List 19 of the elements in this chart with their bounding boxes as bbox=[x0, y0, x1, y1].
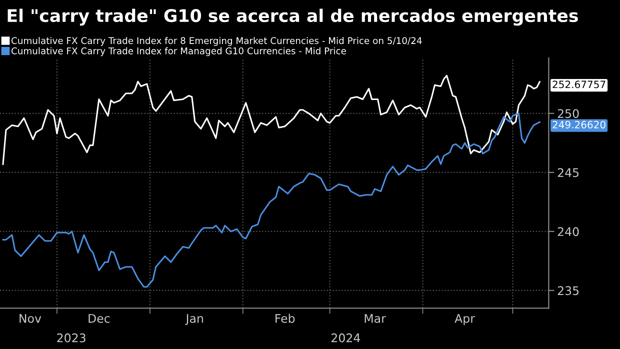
x-tick-label: Nov bbox=[20, 314, 42, 323]
data-label: 249.26620 bbox=[552, 120, 606, 128]
data-label: 252.67757 bbox=[552, 80, 606, 88]
text: 2023 bbox=[57, 333, 86, 342]
x-tick-label: Feb bbox=[276, 314, 295, 323]
x-tick-label: Apr bbox=[454, 314, 475, 326]
text: 2024 bbox=[332, 333, 360, 342]
x-tick-label: Mar bbox=[364, 314, 386, 323]
x-tick-label: Dec bbox=[88, 314, 110, 323]
line-series bbox=[2, 74, 540, 165]
y-tick-label: 240 bbox=[558, 227, 579, 236]
legend-label: Cumulative FX Carry Trade Index for 8 Emerging Market Currencies - Mid Price on 5/10/24 bbox=[12, 36, 422, 46]
y-tick-label: 245 bbox=[558, 168, 579, 178]
legend-label: Cumulative FX Carry Trade Index for Managed G10 Currencies - Mid Price bbox=[12, 47, 346, 56]
chart-title: El "carry trade" G10 se acerca al de mercados emergentes bbox=[8, 8, 578, 26]
line-series bbox=[2, 112, 540, 288]
y-tick-label: 250 bbox=[558, 109, 579, 118]
y-tick-label: 235 bbox=[558, 286, 579, 296]
x-tick-label: Jan bbox=[185, 314, 203, 326]
